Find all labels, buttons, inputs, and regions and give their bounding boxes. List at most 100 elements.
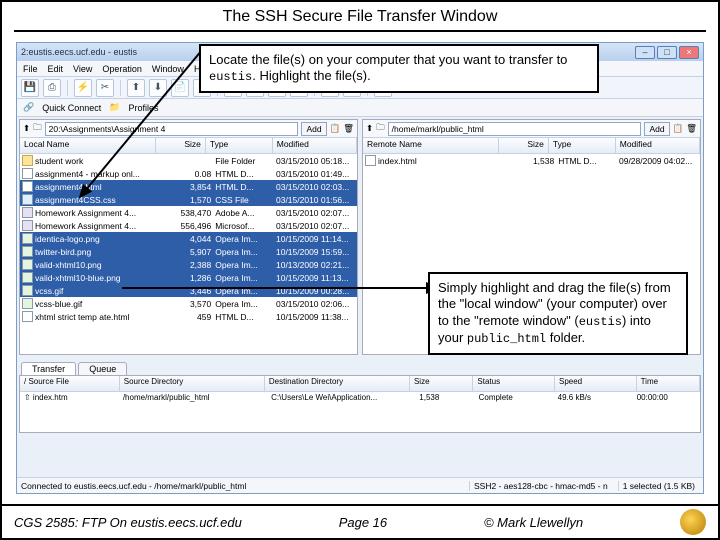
footer-right: © Mark Llewellyn xyxy=(484,515,583,530)
file-icon xyxy=(22,298,33,309)
file-type: Microsof... xyxy=(215,221,276,231)
status-conn: Connected to eustis.eecs.ucf.edu - /home… xyxy=(21,481,246,491)
close-button[interactable]: × xyxy=(679,46,699,59)
col-remote-name[interactable]: Remote Name xyxy=(363,138,499,153)
remote-pathbar: ⬆ 🗀 /home/markl/public_html Add 📋 🗑 xyxy=(363,120,700,138)
file-type: Opera Im... xyxy=(215,234,276,244)
tr-dest: C:\Users\Le Wei\Application... xyxy=(271,393,419,402)
file-icon xyxy=(22,233,33,244)
tool-print-icon[interactable]: ⎙ xyxy=(43,79,61,97)
remote-up-icon[interactable]: ⬆ xyxy=(366,123,373,134)
footer-left: CGS 2585: FTP On eustis.eecs.ucf.edu xyxy=(14,515,242,530)
file-name: index.html xyxy=(378,156,512,166)
menu-edit[interactable]: Edit xyxy=(48,64,64,74)
file-modified: 03/15/2010 05:18... xyxy=(276,156,355,166)
tr-size: 1,538 xyxy=(419,393,478,402)
file-size: 1,538 xyxy=(512,156,559,166)
status-sel: 1 selected (1.5 KB) xyxy=(618,481,699,491)
file-icon xyxy=(22,311,33,322)
col-remote-size[interactable]: Size xyxy=(499,138,549,153)
col-local-mod[interactable]: Modified xyxy=(273,138,357,153)
file-type: Adobe A... xyxy=(215,208,276,218)
remote-folder-icon[interactable]: 🗀 xyxy=(376,122,385,136)
arrow-locate xyxy=(62,42,222,282)
remote-columns[interactable]: Remote Name Size Type Modified xyxy=(363,138,700,154)
file-icon xyxy=(22,194,33,205)
th-time[interactable]: Time xyxy=(637,376,700,391)
file-size: 459 xyxy=(169,312,216,322)
file-icon xyxy=(22,285,33,296)
file-icon xyxy=(22,246,33,257)
file-type: HTML D... xyxy=(215,312,276,322)
transfer-panel: / Source File Source Directory Destinati… xyxy=(19,375,701,433)
col-remote-mod[interactable]: Modified xyxy=(616,138,700,153)
ucf-logo-icon xyxy=(680,509,706,535)
statusbar: Connected to eustis.eecs.ucf.edu - /home… xyxy=(17,477,703,493)
slide-title: The SSH Secure File Transfer Window xyxy=(2,2,718,30)
quickconnect-icon[interactable]: 🔗 xyxy=(23,102,34,113)
file-modified: 10/15/2009 15:59... xyxy=(276,247,355,257)
tr-src: ⇧ index.htm xyxy=(24,393,123,402)
th-size[interactable]: Size xyxy=(410,376,473,391)
file-icon xyxy=(22,220,33,231)
th-dest[interactable]: Destination Directory xyxy=(265,376,410,391)
tr-dir: /home/markl/public_html xyxy=(123,393,271,402)
file-type: HTML D... xyxy=(215,169,276,179)
col-remote-type[interactable]: Type xyxy=(549,138,616,153)
arrow-drag xyxy=(122,272,452,312)
callout-locate: Locate the file(s) on your computer that… xyxy=(199,44,599,93)
file-type: File Folder xyxy=(215,156,276,166)
file-type: Opera Im... xyxy=(215,260,276,270)
file-modified: 10/15/2009 11:14... xyxy=(276,234,355,244)
callout-drag: Simply highlight and drag the file(s) fr… xyxy=(428,272,688,355)
local-up-icon[interactable]: ⬆ xyxy=(23,123,30,134)
file-modified: 03/15/2010 01:49... xyxy=(276,169,355,179)
file-type: HTML D... xyxy=(558,156,619,166)
remote-path-combo[interactable]: /home/markl/public_html xyxy=(388,122,642,136)
file-type: HTML D... xyxy=(215,182,276,192)
file-icon xyxy=(22,168,33,179)
remote-add-button[interactable]: Add xyxy=(644,122,669,136)
slide: The SSH Secure File Transfer Window 2:eu… xyxy=(0,0,720,540)
th-dir[interactable]: Source Directory xyxy=(120,376,265,391)
maximize-button[interactable]: □ xyxy=(657,46,677,59)
local-opt2-icon[interactable]: 🗑 xyxy=(343,123,354,134)
slide-divider xyxy=(14,30,706,32)
file-icon xyxy=(22,272,33,283)
file-modified: 03/15/2010 01:56... xyxy=(276,195,355,205)
file-modified: 10/13/2009 02:21... xyxy=(276,260,355,270)
tab-queue[interactable]: Queue xyxy=(78,362,127,375)
tr-speed: 49.6 kB/s xyxy=(558,393,637,402)
tool-save-icon[interactable]: 💾 xyxy=(21,79,39,97)
remote-opt2-icon[interactable]: 🗑 xyxy=(686,123,697,134)
th-src[interactable]: / Source File xyxy=(20,376,120,391)
file-icon xyxy=(22,155,33,166)
status-ssh: SSH2 - aes128-cbc - hmac-md5 - n xyxy=(469,481,612,491)
local-opt1-icon[interactable]: 📋 xyxy=(330,123,341,134)
file-modified: 09/28/2009 04:02... xyxy=(619,156,698,166)
menu-file[interactable]: File xyxy=(23,64,38,74)
slide-footer: CGS 2585: FTP On eustis.eecs.ucf.edu Pag… xyxy=(2,504,718,538)
file-icon xyxy=(22,259,33,270)
local-folder-icon[interactable]: 🗀 xyxy=(33,122,42,136)
file-modified: 03/15/2010 02:07... xyxy=(276,221,355,231)
th-speed[interactable]: Speed xyxy=(555,376,637,391)
tr-status: Complete xyxy=(479,393,558,402)
tab-transfer[interactable]: Transfer xyxy=(21,362,76,375)
file-icon xyxy=(365,155,376,166)
transfer-row[interactable]: ⇧ index.htm /home/markl/public_html C:\U… xyxy=(20,392,700,403)
minimize-button[interactable]: – xyxy=(635,46,655,59)
remote-opt1-icon[interactable]: 📋 xyxy=(673,123,684,134)
transfer-tabs: Transfer Queue xyxy=(17,357,703,375)
transfer-columns[interactable]: / Source File Source Directory Destinati… xyxy=(20,376,700,392)
local-add-button[interactable]: Add xyxy=(301,122,326,136)
file-row[interactable]: index.html1,538HTML D...09/28/2009 04:02… xyxy=(363,154,700,167)
file-type: Opera Im... xyxy=(215,247,276,257)
file-icon xyxy=(22,207,33,218)
file-modified: 03/15/2010 02:07... xyxy=(276,208,355,218)
tr-time: 00:00:00 xyxy=(637,393,696,402)
file-icon xyxy=(22,181,33,192)
file-modified: 03/15/2010 02:03... xyxy=(276,182,355,192)
th-status[interactable]: Status xyxy=(473,376,555,391)
file-type: CSS File xyxy=(215,195,276,205)
